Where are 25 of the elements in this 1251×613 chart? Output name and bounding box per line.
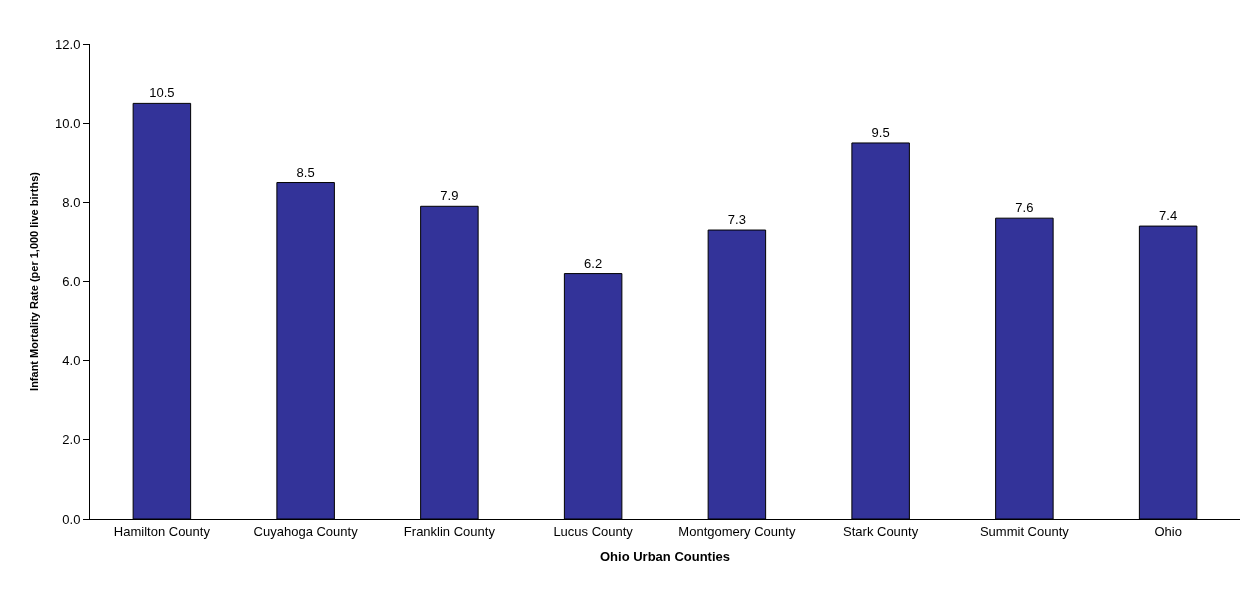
data-label: 7.6 xyxy=(1015,200,1034,216)
x-tick-label: Ohio xyxy=(1154,523,1182,539)
data-label: 8.5 xyxy=(296,164,315,180)
x-tick-label: Hamilton County xyxy=(113,523,211,539)
x-tick-label: Cuyahoga County xyxy=(253,523,359,539)
data-label: 7.3 xyxy=(727,212,746,228)
y-tick-label: 0.0 xyxy=(62,511,81,527)
x-tick-label: Stark County xyxy=(843,523,919,539)
y-tick-label: 10.0 xyxy=(55,115,81,131)
y-tick-label: 2.0 xyxy=(62,432,81,448)
y-tick-label: 12.0 xyxy=(55,36,81,52)
data-label: 7.9 xyxy=(440,188,459,204)
y-tick-label: 8.0 xyxy=(62,194,81,210)
x-axis-title: Ohio Urban Counties xyxy=(600,549,730,565)
x-tick-label: Franklin County xyxy=(403,523,496,539)
y-tick-label: 6.0 xyxy=(62,274,81,290)
y-axis-title: Infant Mortality Rate (per 1,000 live births) xyxy=(27,171,40,391)
x-tick-label: Lucus County xyxy=(553,523,634,539)
data-label: 7.4 xyxy=(1159,208,1178,224)
data-label: 9.5 xyxy=(871,124,890,140)
data-label: 6.2 xyxy=(584,255,603,271)
y-tick-label: 4.0 xyxy=(62,353,81,369)
data-label: 10.5 xyxy=(149,85,175,101)
x-tick-label: Summit County xyxy=(979,523,1070,539)
x-tick-label: Montgomery County xyxy=(678,523,796,539)
